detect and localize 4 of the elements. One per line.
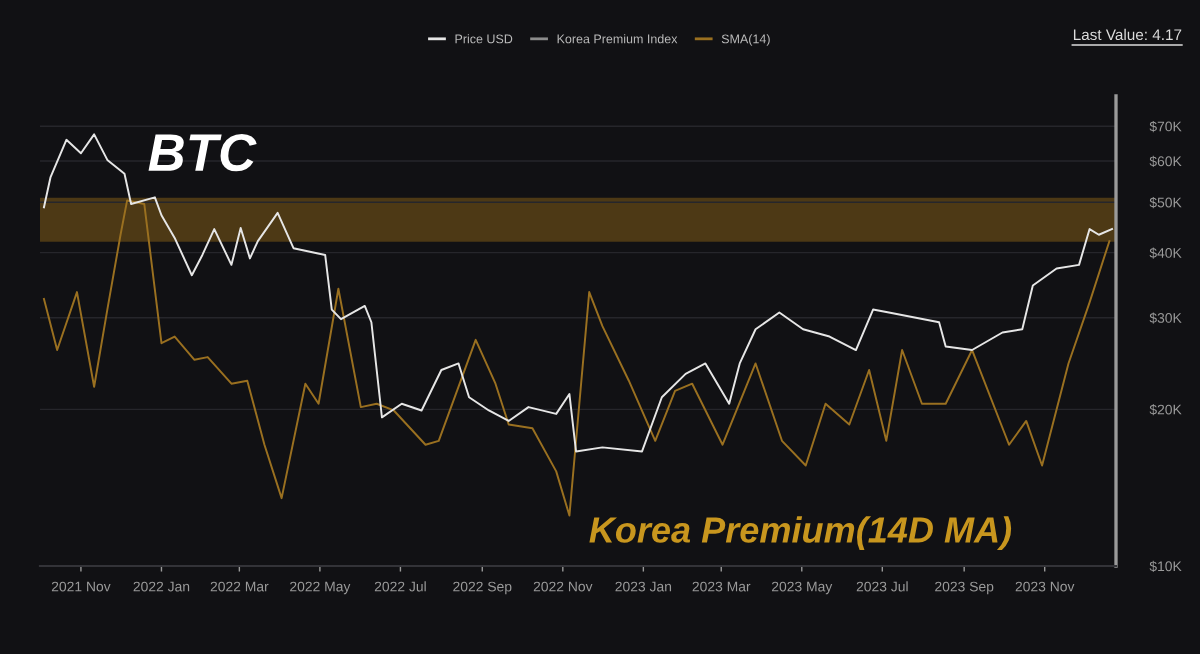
annotation: Korea Premium(14D MA) — [589, 516, 1012, 550]
line-series — [42, 133, 1114, 453]
annotation: BTC — [148, 133, 257, 172]
line-series — [42, 199, 1111, 517]
